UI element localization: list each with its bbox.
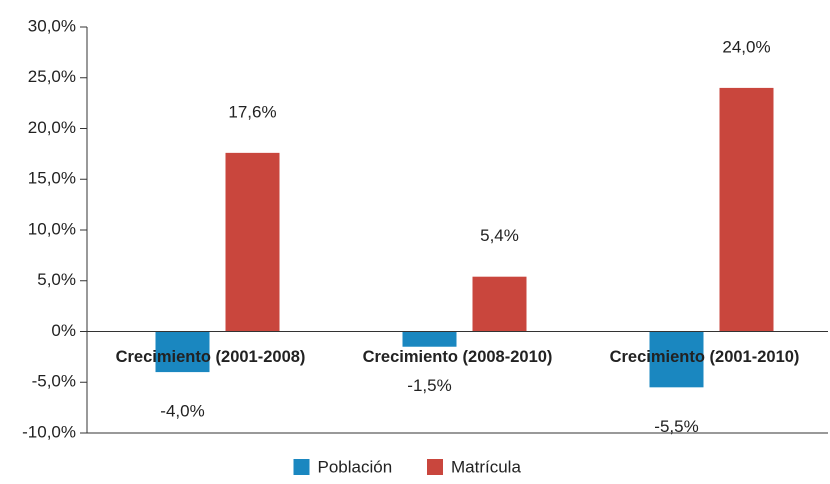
y-tick-label: -10,0%: [22, 422, 76, 441]
data-label: 17,6%: [228, 102, 276, 121]
x-tick-label: Crecimiento (2008-2010): [363, 348, 553, 366]
data-label: 5,4%: [480, 226, 519, 245]
y-tick-label: -5,0%: [32, 372, 76, 391]
y-tick-label: 30,0%: [28, 16, 76, 35]
y-tick-label: 20,0%: [28, 118, 76, 137]
bar: [225, 152, 280, 332]
data-label: -5,5%: [654, 417, 698, 436]
data-label: 24,0%: [722, 37, 770, 56]
data-label: -4,0%: [160, 402, 204, 421]
y-tick-label: 25,0%: [28, 67, 76, 86]
legend-swatch: [427, 459, 443, 475]
legend-label: Matrícula: [451, 457, 521, 476]
bar: [155, 331, 210, 373]
y-tick-label: 5,0%: [37, 270, 76, 289]
x-tick-label: Crecimiento (2001-2010): [610, 348, 800, 366]
data-label: -1,5%: [407, 376, 451, 395]
legend-swatch: [293, 459, 310, 475]
bar: [472, 276, 527, 332]
y-tick-label: 15,0%: [28, 169, 76, 188]
x-tick-label: Crecimiento (2001-2008): [116, 348, 306, 366]
y-tick-label: 10,0%: [28, 219, 76, 238]
y-tick-label: 0%: [51, 321, 76, 340]
bar: [719, 87, 774, 332]
bar: [649, 331, 704, 388]
legend-label: Población: [318, 457, 393, 476]
legend: Población Matrícula: [293, 457, 521, 476]
bar: [402, 331, 457, 347]
